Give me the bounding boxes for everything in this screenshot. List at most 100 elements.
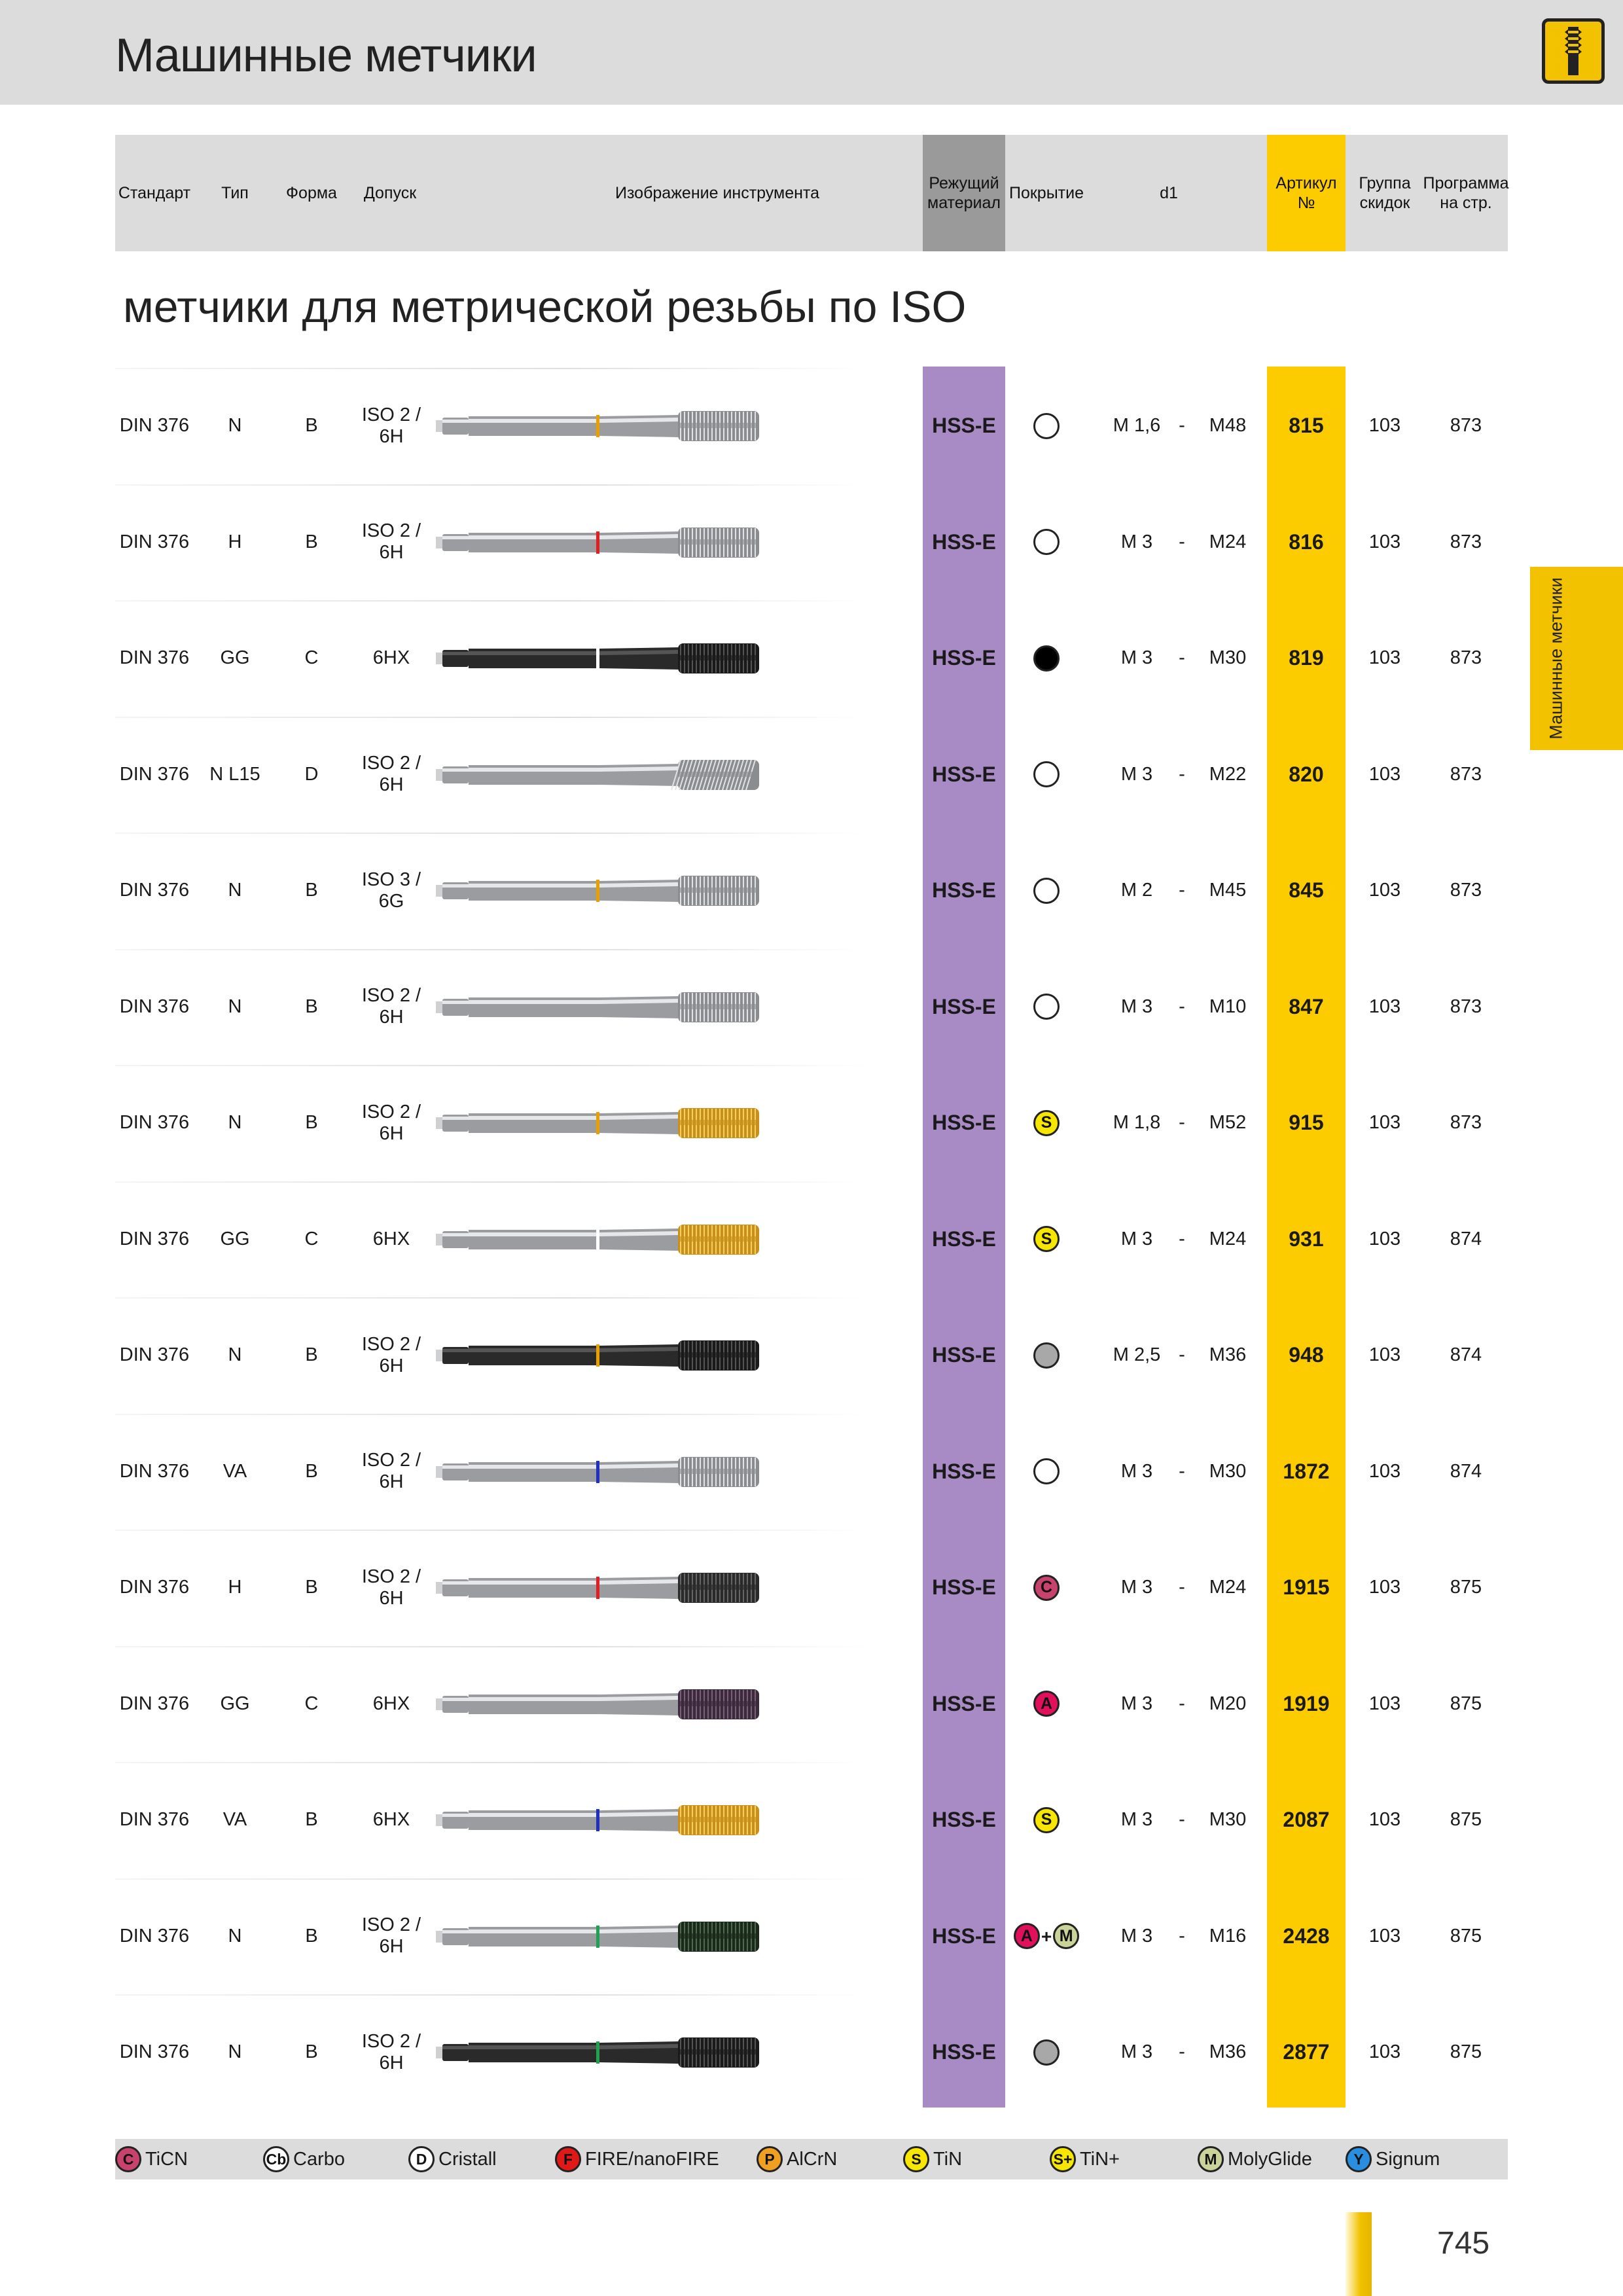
cell-program-page[interactable]: 873 (1450, 415, 1482, 436)
cell-article[interactable]: 2428 (1283, 1924, 1330, 1948)
table-row[interactable]: DIN 376 H B ISO 2 / 6H HSS-E C M 3 - M24 1915 103 8… (115, 1530, 1508, 1645)
table-row[interactable]: DIN 376 N B ISO 2 / 6H HSS-E M 3 - M10 847 103 873 (115, 948, 1508, 1065)
cell-d1-to: M20 (1209, 1693, 1247, 1714)
cell-standard: DIN 376 (119, 996, 190, 1017)
cell-article[interactable]: 847 (1289, 994, 1324, 1018)
cell-discount-group: 103 (1368, 2041, 1401, 2062)
legend-item: C TiCN (115, 2145, 188, 2173)
cell-form: B (305, 415, 318, 436)
header-coating: Покрытие (1008, 184, 1084, 202)
page-header-bar: Машинные метчики (0, 0, 1623, 105)
table-row[interactable]: DIN 376 N B ISO 3 / 6G HSS-E M 2 - M45 845 103 873 (115, 833, 1508, 948)
coating-symbol-none (1033, 877, 1060, 904)
cell-article[interactable]: 819 (1289, 646, 1324, 670)
cell-program-page[interactable]: 873 (1450, 1112, 1482, 1133)
cell-program-page[interactable]: 873 (1450, 531, 1482, 552)
cell-discount-group: 103 (1368, 1925, 1401, 1946)
cell-d1-from: M 3 (1120, 763, 1153, 785)
cell-article[interactable]: 931 (1289, 1227, 1324, 1251)
table-row[interactable]: DIN 376 VA B ISO 2 / 6H HSS-E M 3 - M30 1872 103 8… (115, 1413, 1508, 1530)
cell-article[interactable]: 948 (1289, 1343, 1324, 1367)
coating-symbol-none (1033, 1458, 1060, 1484)
cell-material: HSS-E (932, 878, 996, 902)
cell-article[interactable]: 816 (1289, 529, 1324, 554)
cell-type: VA (223, 1460, 247, 1482)
side-tab[interactable]: Машинные метчики (1530, 567, 1623, 750)
cell-discount-group: 103 (1368, 1693, 1401, 1714)
cell-coating: S (1005, 1762, 1088, 1878)
cell-article[interactable]: 1872 (1283, 1459, 1330, 1483)
coating-symbol-s: S (903, 2146, 929, 2172)
table-row[interactable]: DIN 376 GG C 6HX HSS-E S M 3 - M24 931 103 874 (115, 1181, 1508, 1297)
table-row[interactable]: DIN 376 N B ISO 2 / 6H HSS-E M 1,6- M48 815 103 8… (115, 368, 1508, 484)
legend-item: Cb Carbo (263, 2145, 345, 2173)
cell-article[interactable]: 845 (1289, 878, 1324, 902)
table-row[interactable]: DIN 376 N B ISO 2 / 6H HSS-E M 3 - M36 2877 103 87… (115, 1994, 1508, 2110)
cell-article[interactable]: 915 (1289, 1111, 1324, 1134)
cell-tolerance: ISO 2 / 6H (361, 1101, 421, 1144)
row-divider (115, 484, 868, 486)
cell-material: HSS-E (932, 2040, 996, 2064)
cell-program-page[interactable]: 875 (1450, 2041, 1482, 2062)
cell-material: HSS-E (932, 1575, 996, 1599)
row-divider (115, 1645, 868, 1647)
cell-article[interactable]: 2087 (1283, 1808, 1330, 1831)
section-title: метчики для метрической резьбы по ISO (123, 282, 967, 332)
cell-program-page[interactable]: 874 (1450, 1344, 1482, 1365)
legend-label: AlCrN (787, 2148, 838, 2170)
cell-program-page[interactable]: 875 (1450, 1577, 1482, 1598)
table-row[interactable]: DIN 376 N B ISO 2 / 6H HSS-E M 2,5- M36 948 103 8… (115, 1297, 1508, 1413)
cell-d1-dash: - (1179, 996, 1185, 1017)
cell-type: N (228, 2041, 242, 2062)
coating-symbol-s: S (1033, 1226, 1060, 1252)
legend-label: TiCN (145, 2148, 188, 2170)
cell-program-page[interactable]: 875 (1450, 1925, 1482, 1946)
cell-material: HSS-E (932, 414, 996, 437)
cell-standard: DIN 376 (119, 647, 190, 668)
table-row[interactable]: DIN 376 H B ISO 2 / 6H HSS-E M 3 - M24 816 103 873 (115, 484, 1508, 600)
row-divider (115, 1762, 868, 1763)
cell-program-page[interactable]: 873 (1450, 996, 1482, 1017)
legend-item: P AlCrN (757, 2145, 837, 2173)
cell-d1-from: M 1,6 (1113, 415, 1161, 436)
cell-discount-group: 103 (1368, 880, 1401, 901)
cell-d1-dash: - (1179, 647, 1185, 668)
header-article: Артикул № (1267, 135, 1346, 251)
cell-program-page[interactable]: 873 (1450, 647, 1482, 668)
cell-d1-to: M30 (1209, 647, 1247, 668)
table-row[interactable]: DIN 376 N B ISO 2 / 6H HSS-E A + M M 3 - M16 2428 10… (115, 1878, 1508, 1994)
cell-article[interactable]: 815 (1289, 414, 1324, 437)
cell-tolerance: ISO 2 / 6H (361, 985, 421, 1028)
legend-label: FIRE/nanoFIRE (585, 2148, 719, 2170)
table-row[interactable]: DIN 376 N L15 D ISO 2 / 6H HSS-E M 3 - M22 820 10… (115, 716, 1508, 833)
cell-program-page[interactable]: 874 (1450, 1460, 1482, 1482)
cell-article[interactable]: 820 (1289, 762, 1324, 786)
row-divider (115, 1530, 868, 1531)
table-row[interactable]: DIN 376 GG C 6HX HSS-E A M 3 - M20 1919 103 875 (115, 1645, 1508, 1762)
cell-type: GG (220, 1228, 250, 1249)
cell-program-page[interactable]: 873 (1450, 763, 1482, 785)
cell-program-page[interactable]: 873 (1450, 880, 1482, 901)
coating-plus: + (1041, 1926, 1052, 1946)
cell-form: B (305, 1925, 318, 1946)
cell-d1-dash: - (1179, 763, 1185, 785)
cell-program-page[interactable]: 874 (1450, 1228, 1482, 1249)
table-row[interactable]: DIN 376 GG C 6HX HSS-E M 3 - M30 819 103 873 (115, 600, 1508, 716)
cell-form: B (305, 531, 318, 552)
cell-program-page[interactable]: 875 (1450, 1809, 1482, 1830)
table-row[interactable]: DIN 376 N B ISO 2 / 6H HSS-E S M 1,8- M52 915 103… (115, 1065, 1508, 1181)
cell-program-page[interactable]: 875 (1450, 1693, 1482, 1714)
tool-image (436, 1916, 763, 1960)
cell-tolerance: ISO 2 / 6H (361, 1566, 421, 1609)
legend-item: S+ TiN+ (1050, 2145, 1120, 2173)
cell-article[interactable]: 1915 (1283, 1575, 1330, 1599)
coating-symbol-f: F (555, 2146, 581, 2172)
table-row[interactable]: DIN 376 VA B 6HX HSS-E S M 3 - M30 2087 103 875 (115, 1762, 1508, 1878)
legend-item: D Cristall (408, 2145, 497, 2173)
cell-article[interactable]: 1919 (1283, 1691, 1330, 1715)
cell-material: HSS-E (932, 1808, 996, 1831)
article-column-bg (1267, 367, 1346, 2108)
cell-d1-dash: - (1179, 1577, 1185, 1598)
cell-form: C (304, 647, 319, 668)
cell-article[interactable]: 2877 (1283, 2040, 1330, 2064)
